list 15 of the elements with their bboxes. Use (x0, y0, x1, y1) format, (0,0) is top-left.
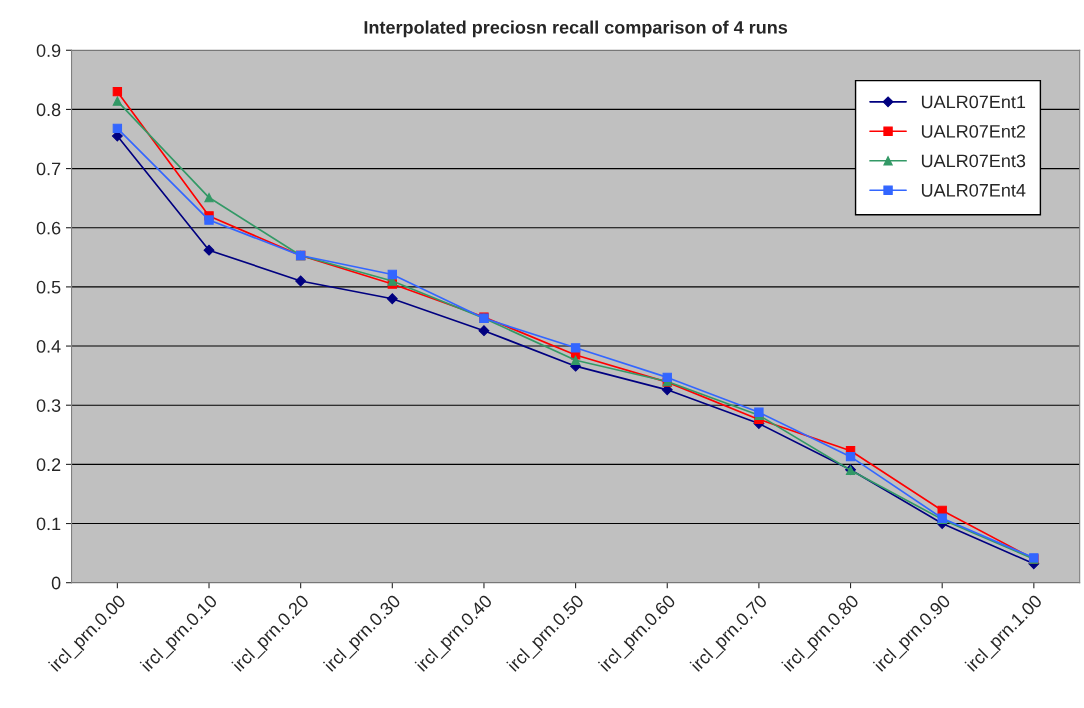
legend-label: UALR07Ent4 (921, 183, 1026, 197)
y-tick-label: 0.1 (36, 517, 61, 531)
y-tick-label: 0 (51, 576, 61, 590)
y-tick-label: 0.2 (36, 458, 61, 472)
legend-label: UALR07Ent2 (921, 124, 1026, 138)
y-tick-label: 0.3 (36, 399, 61, 412)
legend-label: UALR07Ent1 (921, 95, 1026, 109)
chart-title: Interpolated preciosn recall comparison of 4 runs (364, 20, 788, 38)
y-tick-label: 0.7 (36, 162, 61, 176)
y-tick-label: 0.5 (36, 280, 61, 294)
y-tick-label: 0.8 (36, 103, 61, 117)
y-tick-label: 0.4 (36, 339, 61, 353)
y-tick-label: 0.9 (36, 44, 61, 57)
y-tick-label: 0.6 (36, 221, 61, 235)
legend-label: UALR07Ent3 (921, 154, 1026, 168)
